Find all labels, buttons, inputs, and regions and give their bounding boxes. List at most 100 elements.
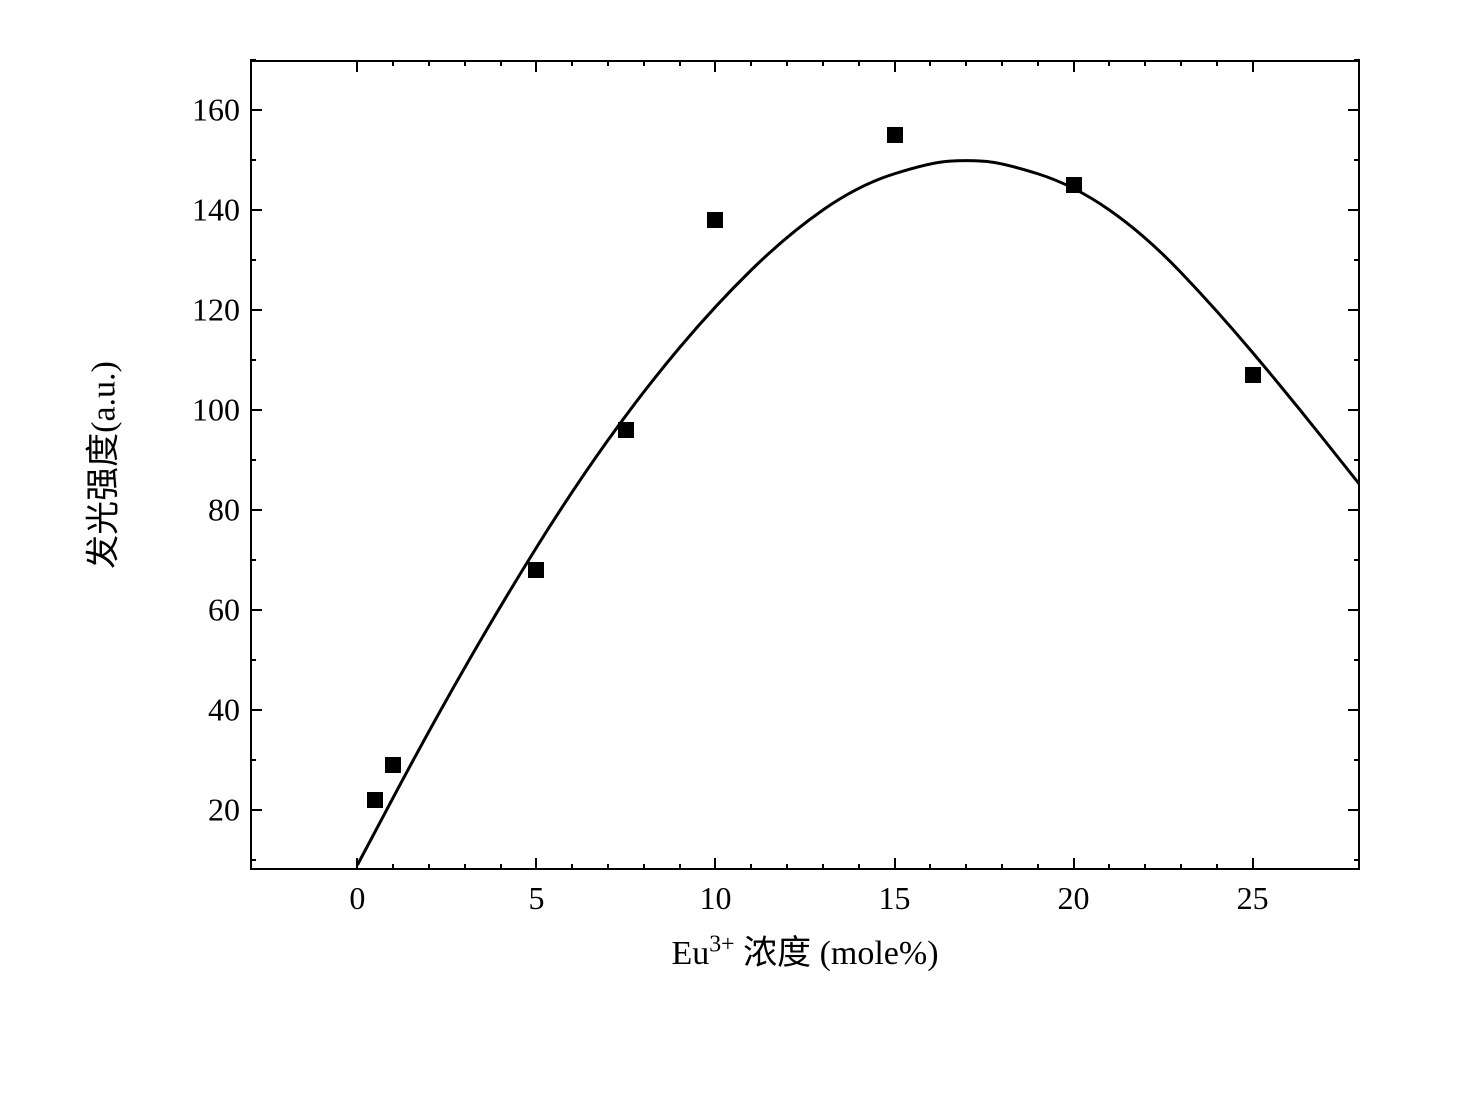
y-tick-minor: [1354, 359, 1360, 361]
x-tick-major: [714, 60, 716, 72]
x-tick-minor: [392, 60, 394, 66]
x-tick-minor: [1108, 864, 1110, 870]
x-tick-minor: [929, 864, 931, 870]
x-tick-label: 5: [528, 880, 544, 917]
x-tick-minor: [750, 60, 752, 66]
data-point: [618, 422, 634, 438]
y-tick-minor: [250, 859, 256, 861]
y-tick-major: [250, 109, 262, 111]
y-tick-minor: [1354, 759, 1360, 761]
x-tick-minor: [858, 60, 860, 66]
x-tick-major: [894, 60, 896, 72]
x-tick-minor: [822, 60, 824, 66]
chart-container: 发光强度(a.u.) Eu3+ 浓度 (mole%) 0510152025204…: [80, 40, 1420, 1060]
y-tick-minor: [250, 659, 256, 661]
x-tick-major: [356, 858, 358, 870]
x-tick-minor: [1180, 60, 1182, 66]
x-tick-minor: [929, 60, 931, 66]
y-tick-label: 40: [180, 692, 240, 729]
y-tick-minor: [250, 259, 256, 261]
y-tick-major: [1348, 609, 1360, 611]
y-tick-minor: [1354, 459, 1360, 461]
x-tick-minor: [1216, 864, 1218, 870]
x-tick-minor: [643, 864, 645, 870]
data-point: [887, 127, 903, 143]
y-tick-label: 100: [180, 392, 240, 429]
x-tick-minor: [786, 864, 788, 870]
x-tick-minor: [1144, 864, 1146, 870]
y-tick-label: 140: [180, 192, 240, 229]
y-tick-major: [1348, 509, 1360, 511]
x-tick-label: 0: [349, 880, 365, 917]
x-tick-minor: [858, 864, 860, 870]
x-tick-label: 15: [879, 880, 911, 917]
y-tick-minor: [250, 459, 256, 461]
x-tick-minor: [965, 864, 967, 870]
y-tick-major: [1348, 409, 1360, 411]
y-tick-major: [250, 609, 262, 611]
x-tick-minor: [500, 864, 502, 870]
x-tick-major: [1073, 858, 1075, 870]
data-point: [528, 562, 544, 578]
x-tick-minor: [1037, 864, 1039, 870]
x-tick-label: 10: [699, 880, 731, 917]
x-tick-minor: [607, 60, 609, 66]
x-tick-major: [1073, 60, 1075, 72]
y-tick-major: [1348, 809, 1360, 811]
x-tick-minor: [392, 864, 394, 870]
x-tick-minor: [1037, 60, 1039, 66]
x-tick-minor: [1001, 60, 1003, 66]
x-tick-major: [714, 858, 716, 870]
x-tick-minor: [679, 60, 681, 66]
x-tick-minor: [571, 60, 573, 66]
data-point: [367, 792, 383, 808]
x-tick-minor: [1144, 60, 1146, 66]
x-tick-minor: [750, 864, 752, 870]
x-tick-label: 25: [1237, 880, 1269, 917]
y-tick-minor: [250, 59, 256, 61]
y-tick-label: 60: [180, 592, 240, 629]
x-tick-minor: [1180, 864, 1182, 870]
x-tick-minor: [679, 864, 681, 870]
y-tick-major: [250, 309, 262, 311]
y-tick-label: 80: [180, 492, 240, 529]
x-tick-major: [356, 60, 358, 72]
x-tick-minor: [786, 60, 788, 66]
x-tick-label: 20: [1058, 880, 1090, 917]
data-point: [707, 212, 723, 228]
y-tick-major: [1348, 209, 1360, 211]
y-tick-major: [250, 509, 262, 511]
x-tick-minor: [571, 864, 573, 870]
x-tick-minor: [464, 864, 466, 870]
y-tick-minor: [1354, 159, 1360, 161]
y-tick-minor: [1354, 59, 1360, 61]
x-tick-minor: [428, 864, 430, 870]
y-tick-label: 160: [180, 92, 240, 129]
y-tick-label: 120: [180, 292, 240, 329]
y-tick-major: [1348, 109, 1360, 111]
y-tick-label: 20: [180, 792, 240, 829]
data-point: [385, 757, 401, 773]
x-tick-minor: [965, 60, 967, 66]
x-tick-major: [1252, 858, 1254, 870]
x-tick-minor: [1108, 60, 1110, 66]
x-tick-minor: [464, 60, 466, 66]
y-tick-major: [250, 809, 262, 811]
x-tick-minor: [822, 864, 824, 870]
y-tick-major: [250, 409, 262, 411]
y-tick-major: [1348, 309, 1360, 311]
y-tick-minor: [250, 759, 256, 761]
x-tick-minor: [1001, 864, 1003, 870]
y-tick-minor: [250, 359, 256, 361]
y-tick-major: [250, 709, 262, 711]
y-tick-minor: [250, 559, 256, 561]
x-tick-minor: [1216, 60, 1218, 66]
data-point: [1066, 177, 1082, 193]
x-tick-minor: [607, 864, 609, 870]
y-tick-minor: [1354, 659, 1360, 661]
y-tick-minor: [250, 159, 256, 161]
x-tick-major: [894, 858, 896, 870]
plot-area: [250, 60, 1360, 870]
x-tick-minor: [643, 60, 645, 66]
y-tick-major: [1348, 709, 1360, 711]
